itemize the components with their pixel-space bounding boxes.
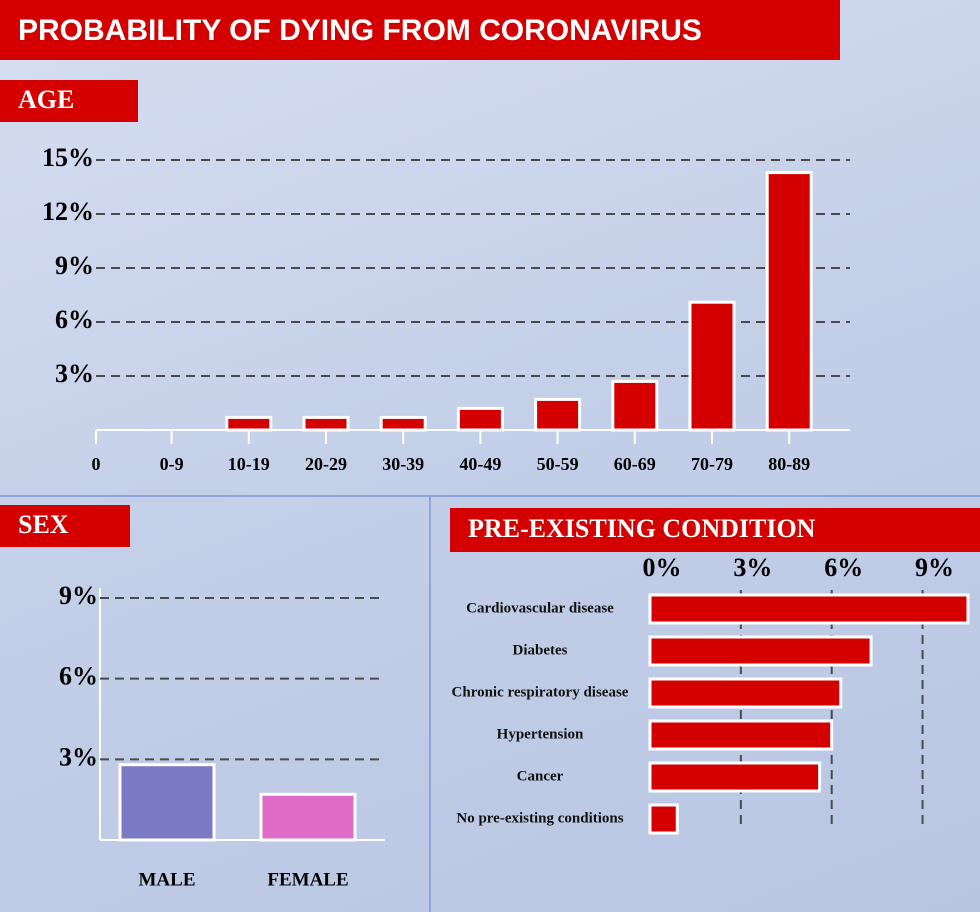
x-tick-label: 50-59	[537, 454, 579, 474]
x-tick-label: FEMALE	[267, 869, 348, 890]
bar	[225, 415, 273, 432]
x-tick-label: 9%	[915, 553, 954, 582]
panel-header	[0, 80, 138, 122]
x-tick-label: 6%	[824, 553, 863, 582]
panel-title: PRE-EXISTING CONDITION	[468, 514, 816, 543]
bar	[534, 397, 582, 432]
bar	[648, 761, 822, 793]
panel-title: SEX	[18, 510, 69, 539]
bar	[259, 792, 357, 842]
bar	[302, 415, 350, 432]
bar	[648, 803, 679, 835]
bar	[379, 415, 427, 432]
category-label: Cardiovascular disease	[466, 600, 614, 617]
y-tick-label: 6%	[59, 662, 98, 691]
x-tick-label: 10-19	[228, 454, 270, 474]
panel-header	[450, 508, 980, 552]
x-tick-label: 0%	[643, 553, 682, 582]
x-tick-label: MALE	[139, 869, 196, 890]
y-tick-label: 6%	[55, 305, 94, 334]
y-tick-label: 9%	[55, 251, 94, 280]
bar	[765, 171, 813, 432]
bar	[611, 379, 659, 432]
y-tick-label: 3%	[59, 742, 98, 771]
y-tick-label: 0	[92, 454, 101, 474]
bar	[456, 406, 504, 432]
x-tick-label: 60-69	[614, 454, 656, 474]
x-tick-label: 40-49	[459, 454, 501, 474]
panel-title: AGE	[18, 85, 74, 114]
x-tick-label: 20-29	[305, 454, 347, 474]
x-tick-label: 30-39	[382, 454, 424, 474]
y-tick-label: 15%	[42, 143, 94, 172]
category-label: Chronic respiratory disease	[451, 684, 629, 701]
y-tick-label: 12%	[42, 197, 94, 226]
category-label: Hypertension	[496, 726, 584, 743]
y-tick-label: 3%	[55, 359, 94, 388]
y-tick-label: 9%	[59, 581, 98, 610]
bar	[648, 677, 843, 709]
category-label: Cancer	[516, 768, 564, 785]
category-label: Diabetes	[512, 642, 568, 659]
panel-header	[0, 505, 130, 547]
bar	[648, 593, 970, 625]
page-title: PROBABILITY OF DYING FROM CORONAVIRUS	[18, 14, 702, 47]
title-banner	[0, 0, 840, 60]
bar	[688, 300, 736, 432]
x-tick-label: 80-89	[768, 454, 810, 474]
x-tick-label: 0-9	[160, 454, 184, 474]
x-tick-label: 3%	[733, 553, 772, 582]
category-label: No pre-existing conditions	[456, 810, 624, 827]
bar	[648, 635, 873, 667]
x-tick-label: 70-79	[691, 454, 733, 474]
bar	[648, 719, 834, 751]
bar	[118, 763, 216, 842]
